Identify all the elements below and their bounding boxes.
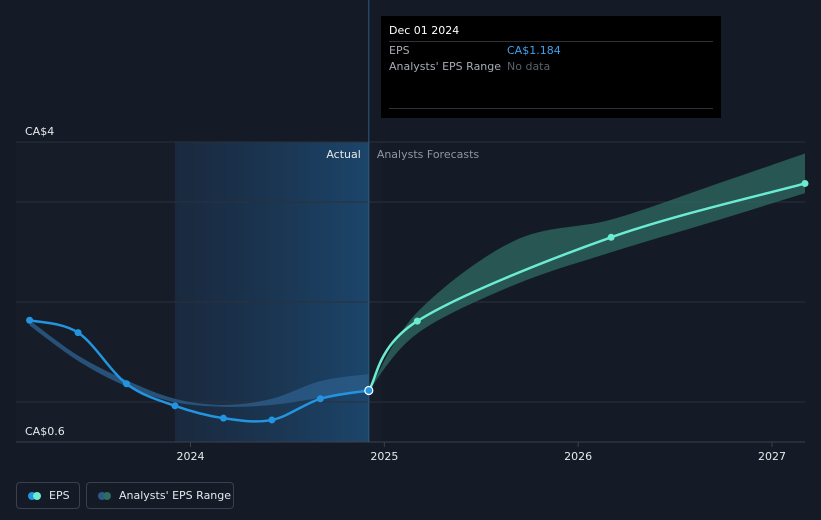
- actual-eps-point: [219, 414, 227, 422]
- actual-eps-line: [28, 318, 371, 423]
- x-tick-label: 2025: [370, 450, 398, 463]
- legend-eps[interactable]: EPS: [16, 482, 80, 509]
- tooltip-date: Dec 01 2024: [389, 24, 460, 37]
- y-label-top: CA$4: [25, 125, 54, 138]
- x-tick-label: 2026: [564, 450, 592, 463]
- forecast-eps-point: [801, 179, 809, 187]
- forecast-eps-line: [367, 182, 807, 392]
- forecast-label: Analysts Forecasts: [377, 148, 480, 161]
- forecast-range-band: [368, 153, 805, 391]
- legend-range-label: Analysts' EPS Range: [119, 489, 232, 502]
- legend-eps-label: EPS: [49, 489, 70, 502]
- legend-analysts-range[interactable]: Analysts' EPS Range: [86, 482, 234, 509]
- actual-eps-point: [171, 402, 179, 410]
- x-tick-label: 2024: [176, 450, 204, 463]
- y-label-bottom: CA$0.6: [25, 425, 65, 438]
- tooltip-divider: [389, 108, 713, 110]
- tooltip-range-label: Analysts' EPS Range: [389, 60, 502, 73]
- tooltip-range-row: Analysts' EPS Range No data: [389, 58, 713, 75]
- actual-eps-point: [26, 316, 34, 324]
- range-swatch-icon: [98, 491, 112, 500]
- tooltip-range-value: No data: [507, 60, 551, 73]
- x-tick-label: 2027: [758, 450, 786, 463]
- tooltip-eps-row: EPS CA$1.184: [389, 41, 713, 59]
- actual-eps-point: [364, 385, 374, 396]
- forecast-eps-point: [413, 317, 421, 325]
- actual-label: Actual: [326, 148, 360, 161]
- eps-swatch-icon: [28, 491, 42, 500]
- tooltip: Dec 01 2024 EPS CA$1.184 Analysts' EPS R…: [381, 16, 721, 118]
- highlight-region: [174, 142, 369, 442]
- tooltip-eps-value: CA$1.184: [507, 44, 561, 57]
- actual-eps-point: [316, 395, 324, 403]
- actual-eps-point: [268, 416, 276, 424]
- tooltip-eps-label: EPS: [389, 44, 410, 57]
- actual-eps-point: [122, 380, 130, 388]
- forecast-eps-point: [607, 233, 615, 241]
- actual-eps-point: [74, 329, 82, 337]
